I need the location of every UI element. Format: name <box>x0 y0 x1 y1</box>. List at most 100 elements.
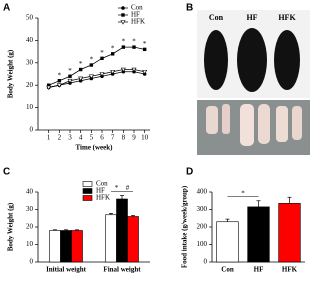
y-tick-label: 200 <box>197 223 208 231</box>
marker <box>120 20 126 25</box>
photo-label: Con <box>209 13 224 22</box>
significance: * <box>132 38 136 46</box>
legend-label: Con <box>96 180 108 188</box>
x-tick-label: 2 <box>58 134 62 142</box>
series-line <box>48 69 145 88</box>
x-tick-label: HFK <box>282 266 298 274</box>
panel-label: B <box>186 3 193 14</box>
marker <box>57 79 62 83</box>
marker <box>78 67 83 72</box>
y-tick-label: 10 <box>26 240 34 248</box>
significance: * <box>90 56 94 64</box>
significance: * <box>241 189 245 197</box>
marker <box>89 63 94 67</box>
significance: * <box>79 60 83 68</box>
y-tick-label: 40 <box>26 36 34 44</box>
x-tick-label: 7 <box>111 134 115 142</box>
bar <box>60 230 72 263</box>
marker <box>110 52 115 56</box>
panel-label: C <box>3 167 10 178</box>
y-tick-label: 100 <box>197 240 208 248</box>
significance: * <box>58 71 62 79</box>
x-tick-label: Con <box>221 266 234 274</box>
marker <box>56 83 62 88</box>
y-tick-label: 50 <box>26 14 34 22</box>
legend-label: Con <box>131 4 143 12</box>
y-axis-label: Food intake (g/week/group) <box>181 185 189 268</box>
x-tick-label: Initial weight <box>46 266 87 274</box>
x-tick-label: 4 <box>79 134 83 142</box>
panel-label: A <box>3 3 10 14</box>
bar <box>105 214 117 263</box>
marker <box>88 74 94 79</box>
x-axis-label: Time (week) <box>76 144 114 152</box>
significance: # <box>126 184 130 192</box>
marker <box>120 67 126 73</box>
x-tick-label: 6 <box>100 134 104 142</box>
x-tick-label: 10 <box>141 134 149 142</box>
bar <box>116 198 128 263</box>
bar <box>278 203 301 263</box>
marker <box>121 13 125 17</box>
marker <box>78 76 84 82</box>
y-tick-label: 20 <box>26 81 34 89</box>
marker <box>121 45 126 49</box>
marker <box>121 6 125 10</box>
marker <box>110 69 116 75</box>
significance: * <box>111 44 115 52</box>
marker <box>46 83 51 87</box>
significance: * <box>68 67 72 75</box>
series-line <box>48 46 145 86</box>
significance: * <box>122 38 126 46</box>
marker <box>142 47 147 52</box>
marker <box>131 67 137 73</box>
y-tick-label: 300 <box>197 205 208 213</box>
legend-label: HFK <box>131 18 145 26</box>
legend-swatch <box>82 195 93 201</box>
x-tick-label: 9 <box>132 134 136 142</box>
marker <box>132 45 136 49</box>
marker <box>99 72 105 77</box>
x-tick-label: Final weight <box>103 266 141 274</box>
photo-label: HF <box>246 13 257 22</box>
photo <box>197 10 310 155</box>
legend-swatch <box>82 188 93 194</box>
y-tick-label: 30 <box>26 58 34 66</box>
x-tick-label: 8 <box>122 134 126 142</box>
significance: * <box>143 40 147 48</box>
bar <box>71 230 83 263</box>
bar <box>127 216 139 263</box>
bar <box>216 221 239 263</box>
marker <box>142 69 148 75</box>
bar <box>247 206 270 263</box>
y-axis-label: Body Weight (g) <box>7 49 15 98</box>
legend-label: HF <box>131 11 140 19</box>
y-tick-label: 0 <box>204 258 208 266</box>
y-tick-label: 20 <box>26 223 34 231</box>
significance: * <box>115 184 119 192</box>
marker <box>100 56 104 61</box>
marker <box>68 74 72 78</box>
panel-label: D <box>186 167 193 178</box>
legend-label: HFK <box>96 194 110 202</box>
photo-label: HFK <box>278 13 296 22</box>
legend-swatch <box>82 181 93 187</box>
x-tick-label: 3 <box>68 134 72 142</box>
bar <box>49 230 61 263</box>
x-tick-label: 1 <box>47 134 51 142</box>
y-tick-label: 0 <box>30 258 34 266</box>
y-tick-label: 10 <box>26 103 34 111</box>
y-tick-label: 30 <box>26 205 34 213</box>
x-tick-label: 5 <box>90 134 94 142</box>
y-tick-label: 40 <box>26 188 34 196</box>
x-tick-label: HF <box>254 266 264 274</box>
y-tick-label: 0 <box>30 126 34 134</box>
significance: * <box>100 49 104 57</box>
series-line <box>48 71 145 88</box>
marker <box>46 85 52 91</box>
y-tick-label: 400 <box>197 188 208 196</box>
marker <box>67 78 73 84</box>
y-axis-label: Body Weight (g) <box>7 202 15 251</box>
legend-label: HF <box>96 187 105 195</box>
